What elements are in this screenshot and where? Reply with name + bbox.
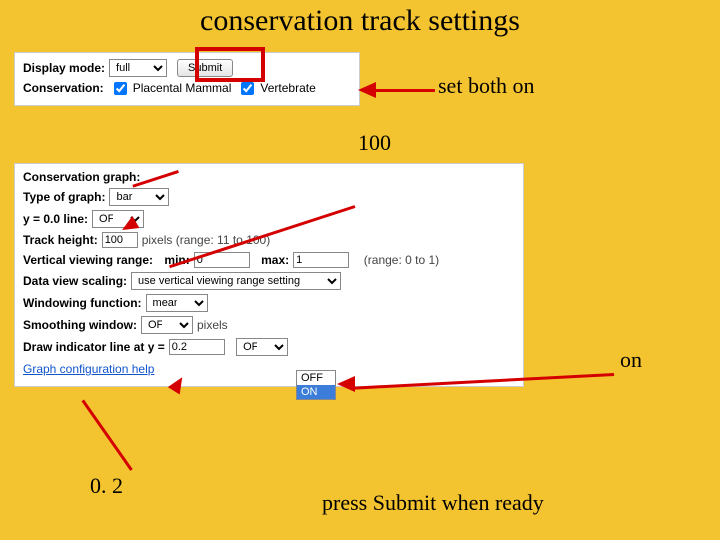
- conservation-graph-header: Conservation graph:: [23, 170, 140, 184]
- data-view-scaling-label: Data view scaling:: [23, 274, 127, 288]
- annotation-press-submit: press Submit when ready: [322, 490, 544, 516]
- arrow-02-line: [82, 400, 133, 471]
- graph-config-help-link[interactable]: Graph configuration help: [23, 362, 154, 376]
- indicator-line-dropdown-open[interactable]: OFF ON: [296, 370, 336, 400]
- dropdown-option-off[interactable]: OFF: [297, 371, 335, 385]
- dropdown-option-on[interactable]: ON: [297, 385, 335, 399]
- arrow-on-head: [337, 376, 355, 392]
- panel-display-mode: Display mode: full Submit Conservation: …: [14, 52, 360, 106]
- display-mode-select[interactable]: full: [109, 59, 167, 77]
- smoothing-window-suffix: pixels: [197, 318, 228, 332]
- conservation-label: Conservation:: [23, 81, 104, 95]
- annotation-0-2: 0. 2: [90, 473, 123, 499]
- indicator-line-input[interactable]: [169, 339, 225, 355]
- checkbox-vertebrate[interactable]: [241, 82, 254, 95]
- smoothing-window-label: Smoothing window:: [23, 318, 137, 332]
- display-mode-label: Display mode:: [23, 61, 105, 75]
- page-title: conservation track settings: [0, 0, 720, 46]
- y0-line-label: y = 0.0 line:: [23, 212, 88, 226]
- vvr-suffix: (range: 0 to 1): [364, 253, 439, 267]
- smoothing-window-select[interactable]: OFF: [141, 316, 193, 334]
- arrow-set-both-on-head: [358, 82, 376, 98]
- vertical-viewing-range-label: Vertical viewing range:: [23, 253, 153, 267]
- track-height-input[interactable]: [102, 232, 138, 248]
- checkbox-placental-mammal-label: Placental Mammal: [133, 81, 232, 95]
- arrow-set-both-on-line: [375, 89, 435, 92]
- checkbox-placental-mammal[interactable]: [114, 82, 127, 95]
- annotation-100: 100: [358, 130, 391, 156]
- type-of-graph-label: Type of graph:: [23, 190, 105, 204]
- vvr-max-label: max:: [261, 253, 289, 267]
- vvr-max-input[interactable]: [293, 252, 349, 268]
- windowing-function-label: Windowing function:: [23, 296, 142, 310]
- annotation-on: on: [620, 347, 642, 373]
- highlight-submit: [195, 47, 265, 82]
- panel-conservation-graph: Conservation graph: Type of graph: bar y…: [14, 163, 524, 387]
- type-of-graph-select[interactable]: bar: [109, 188, 169, 206]
- windowing-function-select[interactable]: mean: [146, 294, 208, 312]
- indicator-line-label: Draw indicator line at y =: [23, 340, 165, 354]
- annotation-set-both-on: set both on: [438, 73, 535, 99]
- track-height-label: Track height:: [23, 233, 98, 247]
- indicator-line-select[interactable]: OFF: [236, 338, 288, 356]
- data-view-scaling-select[interactable]: use vertical viewing range setting: [131, 272, 341, 290]
- checkbox-vertebrate-label: Vertebrate: [260, 81, 315, 95]
